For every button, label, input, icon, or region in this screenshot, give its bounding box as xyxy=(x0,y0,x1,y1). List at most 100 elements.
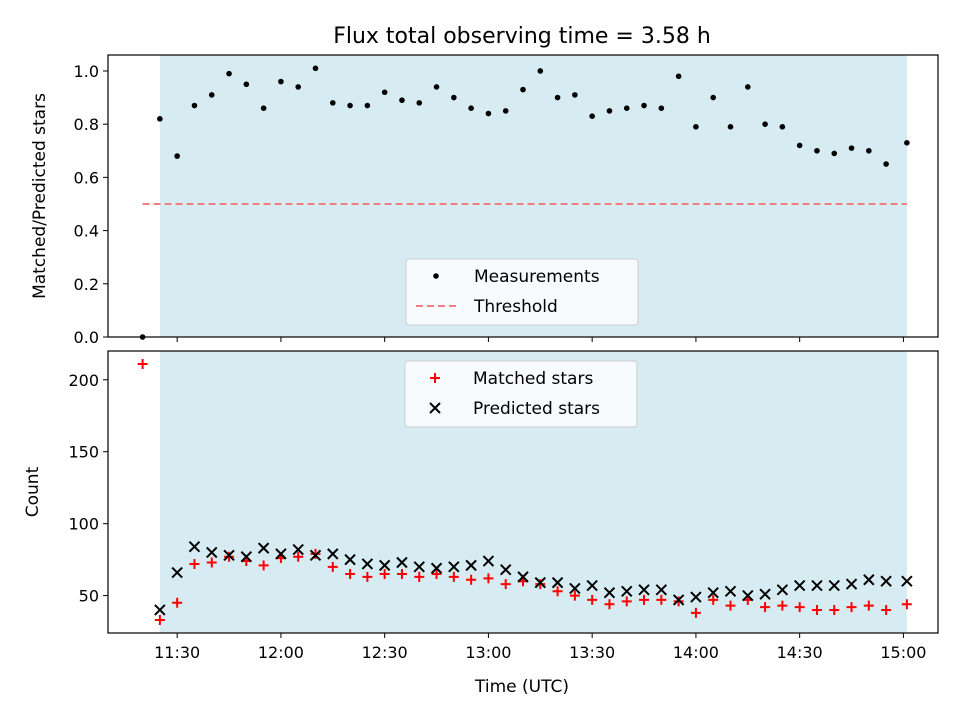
matched-stars-point xyxy=(535,579,546,590)
measurement-point xyxy=(485,110,492,117)
legend-predicted-swatch xyxy=(429,402,441,414)
y-tick-label: 150 xyxy=(68,443,99,462)
legend-entry-label: Matched stars xyxy=(473,369,593,389)
matched-stars-point xyxy=(293,551,304,562)
measurement-point xyxy=(364,102,371,109)
measurement-point xyxy=(312,65,319,72)
predicted-stars-point xyxy=(759,588,771,600)
chart-title: Flux total observing time = 3.58 h xyxy=(333,24,711,49)
predicted-stars-point xyxy=(776,584,789,596)
measurement-point xyxy=(520,86,526,93)
matched-stars-point xyxy=(414,571,425,582)
x-tick-label: 15:00 xyxy=(880,643,926,662)
matched-stars-point xyxy=(224,551,235,562)
matched-stars-point xyxy=(379,569,390,580)
measurement-point xyxy=(866,147,872,154)
matched-stars-point xyxy=(362,571,373,582)
predicted-stars-point xyxy=(672,594,685,606)
matched-stars-point xyxy=(829,604,840,615)
measurement-point xyxy=(226,70,232,77)
predicted-stars-point xyxy=(793,579,806,592)
matched-stars-point xyxy=(587,594,598,605)
measurement-point xyxy=(762,121,768,127)
predicted-stars-point xyxy=(482,555,495,567)
matched-stars-point xyxy=(137,358,148,369)
y-tick-label: 0.6 xyxy=(74,168,99,187)
measurement-point xyxy=(278,78,284,85)
predicted-stars-point xyxy=(344,553,356,566)
measurement-point xyxy=(904,139,910,146)
measurement-point xyxy=(831,150,838,157)
legend-measurement-swatch xyxy=(433,273,439,279)
matched-stars-point xyxy=(345,569,356,580)
predicted-stars-point xyxy=(551,576,564,589)
predicted-stars-point xyxy=(845,578,858,590)
measurement-point xyxy=(157,116,163,122)
top-plot-panel: 0.0 0.2 0.4 0.6 0.8 1.0 Measurements Threshold xyxy=(74,54,939,347)
predicted-stars-point xyxy=(500,563,512,576)
plot-frame xyxy=(107,54,939,338)
predicted-stars-point xyxy=(361,558,374,570)
x-tick-label: 11:30 xyxy=(154,643,200,662)
measurement-point xyxy=(848,145,855,151)
legend-entry-label: Threshold xyxy=(473,297,558,317)
y-tick-label: 100 xyxy=(68,515,99,534)
y-tick-label: 0.8 xyxy=(74,115,99,134)
predicted-stars-point xyxy=(309,549,322,562)
predicted-stars-point xyxy=(396,556,408,569)
predicted-stars-point xyxy=(206,546,218,559)
matched-stars-point xyxy=(639,594,650,605)
measurement-point xyxy=(381,89,388,96)
measurement-point xyxy=(675,73,682,80)
measurement-point xyxy=(606,108,613,114)
matched-stars-point xyxy=(258,560,269,571)
measurement-point xyxy=(260,105,267,112)
predicted-stars-point xyxy=(378,559,391,572)
matched-stars-point xyxy=(569,590,580,601)
predicted-stars-point xyxy=(586,579,598,592)
predicted-stars-point xyxy=(724,585,737,597)
predicted-stars-point xyxy=(880,575,892,587)
predicted-stars-point xyxy=(257,542,270,554)
predicted-stars-point xyxy=(465,559,477,572)
predicted-stars-point xyxy=(603,587,616,599)
measurement-point xyxy=(710,94,717,101)
matched-stars-point xyxy=(656,594,667,605)
y-tick-label: 0.4 xyxy=(74,222,99,241)
measurement-point xyxy=(399,97,405,104)
measurement-point xyxy=(744,84,751,90)
matched-stars-point xyxy=(863,600,874,611)
matched-stars-point xyxy=(901,599,912,610)
bottom-plot-panel: 50 100 150 200 11:30 12:00 12:30 13:00 13:30 14:0… xyxy=(68,350,939,662)
predicted-stars-point xyxy=(240,551,253,563)
measurement-point xyxy=(572,92,578,98)
x-tick-label: 14:00 xyxy=(673,643,719,662)
measurement-point xyxy=(693,124,699,130)
x-axis-label: Time (UTC) xyxy=(474,677,569,697)
predicted-stars-point xyxy=(901,575,913,587)
matched-stars-point xyxy=(483,573,494,584)
measurement-point xyxy=(589,113,595,119)
predicted-stars-point xyxy=(275,548,287,560)
predicted-stars-point xyxy=(413,561,425,573)
bottom-y-axis-label: Count xyxy=(23,466,43,517)
measurement-point xyxy=(796,142,803,149)
matched-stars-point xyxy=(431,569,442,580)
y-tick-label: 1.0 xyxy=(74,62,99,81)
legend-entry-label: Measurements xyxy=(474,267,600,287)
predicted-stars-point xyxy=(707,587,719,599)
matched-stars-point xyxy=(708,594,719,605)
matched-stars-point xyxy=(846,602,857,613)
x-tick-label: 13:30 xyxy=(569,643,615,662)
plot-frame xyxy=(107,350,939,634)
predicted-stars-point xyxy=(517,571,529,583)
matched-stars-point xyxy=(552,586,563,597)
matched-stars-point xyxy=(725,600,736,611)
y-tick-label: 200 xyxy=(68,371,99,390)
matched-stars-point xyxy=(604,599,615,610)
legend-matched-swatch xyxy=(430,373,440,383)
predicted-stars-point xyxy=(292,543,304,556)
matched-stars-point xyxy=(172,597,183,608)
predicted-stars-point xyxy=(569,582,581,595)
